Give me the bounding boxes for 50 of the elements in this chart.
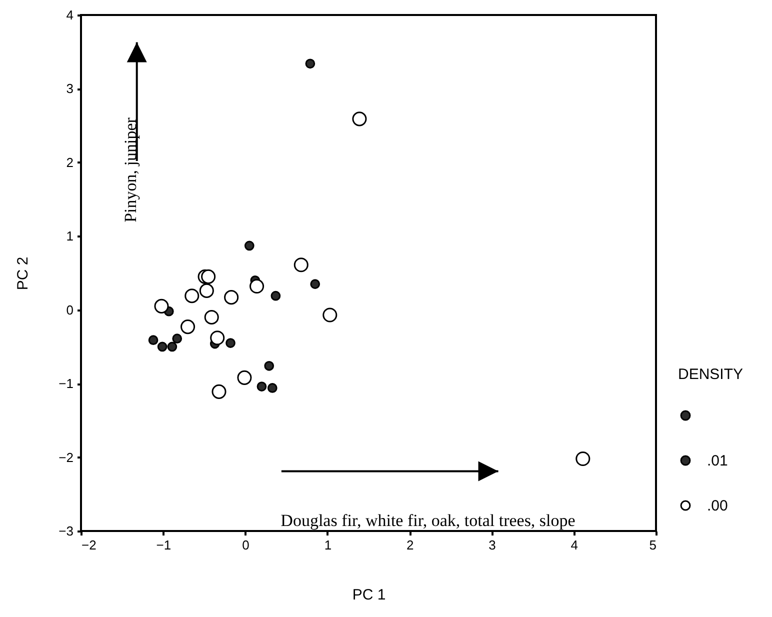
x-tick-label: −2 bbox=[82, 538, 96, 552]
y-tick-label: −3 bbox=[58, 524, 74, 538]
point bbox=[322, 308, 338, 322]
point bbox=[237, 370, 252, 385]
y-axis-title: PC 2 bbox=[14, 256, 32, 290]
point bbox=[224, 290, 239, 305]
x-tick-label: 4 bbox=[570, 538, 578, 552]
y-tick-label: 4 bbox=[66, 8, 74, 22]
point bbox=[180, 320, 196, 334]
point bbox=[294, 258, 308, 272]
point bbox=[148, 335, 158, 346]
point bbox=[210, 330, 225, 346]
point bbox=[576, 452, 590, 466]
legend-title: DENSITY bbox=[678, 366, 744, 383]
point bbox=[184, 288, 200, 304]
point bbox=[244, 240, 254, 251]
y-tick-label: 0 bbox=[66, 302, 74, 318]
point bbox=[204, 310, 219, 324]
legend-label: .01 bbox=[707, 452, 728, 470]
point bbox=[267, 383, 278, 393]
y-tick-label: −1 bbox=[58, 376, 74, 392]
point bbox=[154, 298, 169, 314]
legend-label: .00 bbox=[707, 498, 728, 514]
point bbox=[226, 338, 236, 348]
x-tick-label: 0 bbox=[242, 538, 250, 552]
y-tick-label: −2 bbox=[58, 450, 74, 465]
point bbox=[270, 290, 281, 301]
point bbox=[352, 112, 367, 126]
y-tick-label: 3 bbox=[66, 81, 74, 96]
point bbox=[201, 269, 216, 284]
x-axis-title: PC 1 bbox=[352, 586, 386, 604]
point bbox=[250, 279, 264, 294]
point bbox=[157, 342, 168, 352]
x-tick-label: −1 bbox=[156, 538, 172, 552]
point bbox=[172, 334, 182, 344]
y-tick-label: 2 bbox=[66, 154, 74, 170]
x-tick-label: 1 bbox=[324, 538, 332, 552]
point bbox=[212, 384, 226, 399]
point bbox=[310, 279, 320, 289]
point bbox=[199, 283, 214, 298]
point bbox=[167, 342, 178, 352]
x-tick-label: 5 bbox=[649, 538, 656, 552]
point bbox=[305, 58, 316, 69]
x-tick-label: 3 bbox=[488, 538, 496, 552]
point bbox=[264, 360, 274, 371]
annotation: Pinyon, juniper bbox=[121, 117, 140, 222]
point bbox=[256, 382, 267, 392]
y-tick-label: 1 bbox=[66, 228, 74, 244]
annotation: Douglas fir, white fir, oak, total trees, slope bbox=[280, 511, 576, 530]
x-tick-label: 2 bbox=[406, 538, 414, 552]
